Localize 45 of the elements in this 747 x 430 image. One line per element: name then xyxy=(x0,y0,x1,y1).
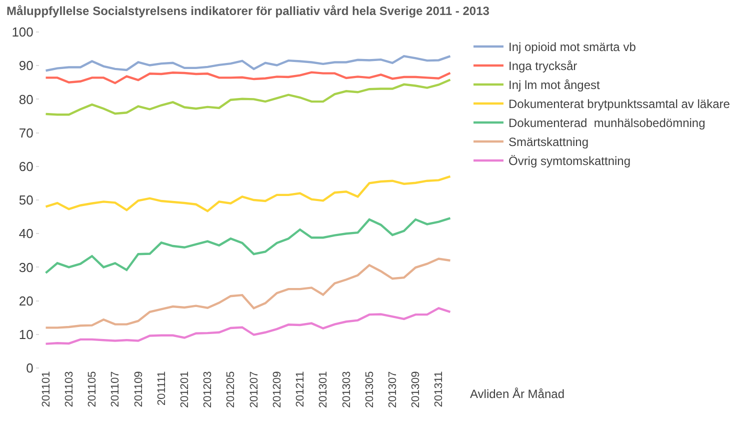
x-tick-label: 201111 xyxy=(156,371,168,406)
chart-title: Måluppfyllelse Socialstyrelsens indikatorer för palliativ vård hela Sverige 2011 - 2013 xyxy=(6,4,490,18)
x-tick-label: 201103 xyxy=(63,371,76,408)
x-tick-label: 201309 xyxy=(410,371,422,408)
x-tick-label: 201203 xyxy=(202,371,214,408)
line-series xyxy=(44,78,452,116)
x-tick-label: 201101 xyxy=(40,371,52,408)
legend-label: Dokumenterad munhälsobedömning xyxy=(508,116,706,130)
legend-label: Övrig symtomskattning xyxy=(508,154,631,168)
x-tick-label: 201303 xyxy=(340,371,353,408)
legend-label: Dokumenterat brytpunktssamtal av läkare xyxy=(508,97,730,112)
x-tick-label: 201211 xyxy=(294,371,307,408)
y-tick-label: 0 xyxy=(26,360,34,376)
y-tick-label: 20 xyxy=(18,293,34,308)
y-tick-label: 60 xyxy=(18,158,34,174)
x-tick-label: 201307 xyxy=(387,371,400,408)
line-series xyxy=(44,71,452,84)
x-tick-label: 201305 xyxy=(364,371,376,408)
y-tick-label: 40 xyxy=(18,226,34,242)
line-series xyxy=(44,55,452,72)
x-tick-label: 201109 xyxy=(132,371,145,408)
y-tick-label: 100 xyxy=(12,24,34,40)
x-tick-label: 201201 xyxy=(179,371,192,408)
y-tick-label: 70 xyxy=(18,125,34,140)
line-series xyxy=(44,258,452,329)
y-tick-label: 50 xyxy=(18,192,34,208)
x-tick-label: 201301 xyxy=(318,371,330,408)
y-tick-label: 90 xyxy=(18,58,34,74)
x-axis-title: Avliden År Månad xyxy=(470,387,564,401)
x-tick-label: 201105 xyxy=(86,371,99,408)
x-tick-label: 201205 xyxy=(225,371,238,408)
x-tick-label: 201207 xyxy=(248,371,260,408)
legend-label: Smärtskattning xyxy=(508,135,589,150)
y-tick-label: 80 xyxy=(18,92,34,107)
y-tick-label: 30 xyxy=(18,260,34,275)
legend-label: Inj lm mot ångest xyxy=(508,78,601,92)
y-tick-label: 10 xyxy=(18,326,34,342)
x-tick-label: 201311 xyxy=(433,371,446,408)
x-tick-label: 201107 xyxy=(110,371,122,408)
line-series xyxy=(44,217,452,274)
line-series xyxy=(44,175,452,212)
line-series xyxy=(44,307,452,345)
legend-label: Inj opioid mot smärta vb xyxy=(508,40,636,54)
x-tick-label: 201209 xyxy=(271,371,284,408)
legend-label: Inga trycksår xyxy=(508,59,578,74)
